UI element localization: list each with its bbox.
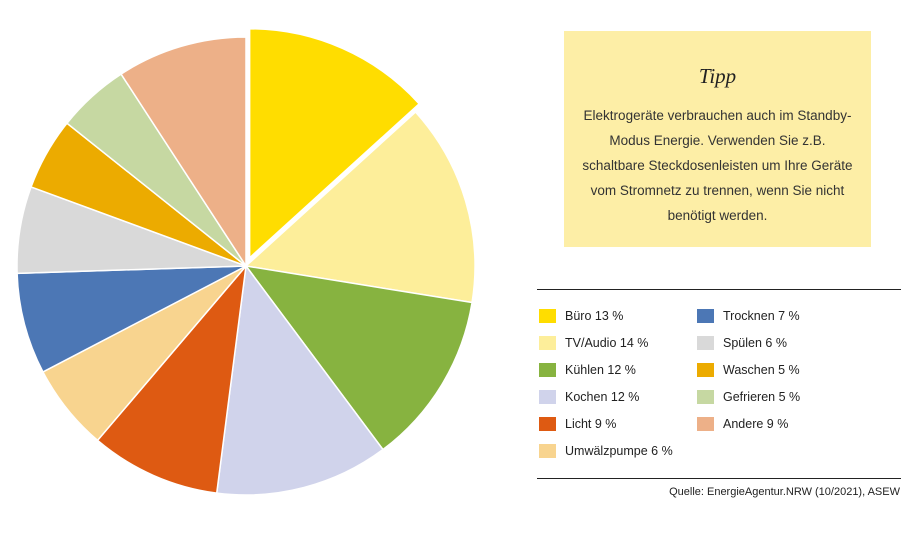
tip-text: Elektrogeräte verbrauchen auch im Standb… — [582, 108, 853, 223]
legend-item: Gefrieren 5 % — [697, 387, 800, 407]
pie-slice-kühlen — [244, 264, 473, 451]
legend-bottom-rule — [537, 478, 901, 479]
legend: Büro 13 % TV/Audio 14 % Kühlen 12 % Kochen … — [539, 306, 901, 466]
legend-label: TV/Audio 14 % — [565, 336, 649, 350]
source-note: Quelle: EnergieAgentur.NRW (10/2021), AS… — [669, 486, 900, 498]
legend-top-rule — [537, 289, 901, 290]
pie-slice-tv-audio — [244, 110, 476, 304]
legend-swatch — [539, 309, 556, 323]
legend-label: Gefrieren 5 % — [723, 390, 801, 404]
tip-box: Tipp Elektrogeräte verbrauchen auch im S… — [564, 31, 871, 247]
legend-item: Umwälzpumpe 6 % — [539, 441, 673, 461]
legend-label: Umwälzpumpe 6 % — [565, 444, 673, 458]
legend-item: Kochen 12 % — [539, 387, 639, 407]
legend-item: Büro 13 % — [539, 306, 623, 326]
pie-slice-licht — [96, 263, 248, 494]
legend-swatch — [697, 363, 714, 377]
pie-slice-trocknen — [16, 265, 247, 373]
legend-swatch — [697, 309, 714, 323]
legend-item: Andere 9 % — [697, 414, 788, 434]
pie-chart — [16, 28, 476, 496]
legend-label: Spülen 6 % — [723, 336, 787, 350]
pie-slice-büro — [248, 28, 421, 260]
legend-label: Büro 13 % — [565, 309, 624, 323]
legend-swatch — [539, 363, 556, 377]
legend-label: Kühlen 12 % — [565, 363, 636, 377]
legend-swatch — [697, 336, 714, 350]
tip-title: Tipp — [698, 64, 737, 88]
legend-label: Kochen 12 % — [565, 390, 640, 404]
legend-item: Spülen 6 % — [697, 333, 787, 353]
pie-slice-kochen — [215, 264, 385, 496]
legend-item: Trocknen 7 % — [697, 306, 800, 326]
pie-slice-andere — [120, 36, 247, 269]
legend-swatch — [539, 444, 556, 458]
legend-item: Licht 9 % — [539, 414, 616, 434]
legend-swatch — [539, 417, 556, 431]
legend-swatch — [697, 417, 714, 431]
legend-item: Waschen 5 % — [697, 360, 800, 380]
legend-label: Waschen 5 % — [723, 363, 800, 377]
legend-label: Trocknen 7 % — [723, 309, 800, 323]
legend-swatch — [697, 390, 714, 404]
legend-swatch — [539, 336, 556, 350]
legend-item: TV/Audio 14 % — [539, 333, 648, 353]
legend-swatch — [539, 390, 556, 404]
legend-label: Licht 9 % — [565, 417, 617, 431]
legend-label: Andere 9 % — [723, 417, 789, 431]
legend-item: Kühlen 12 % — [539, 360, 636, 380]
